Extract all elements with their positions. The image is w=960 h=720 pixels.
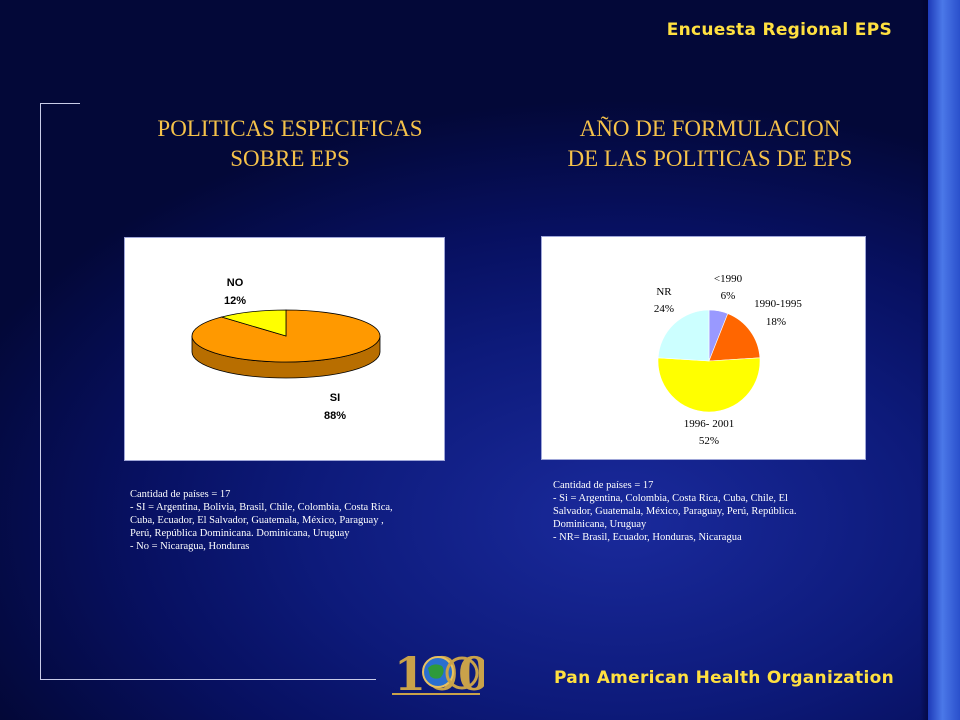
left-note-line: Perú, República Dominicana. Dominicana, … bbox=[130, 528, 350, 539]
left-title-line-2: SOBRE EPS bbox=[230, 146, 350, 171]
pie-label-pre-1990: <1990 bbox=[714, 273, 743, 285]
right-title-line-2: DE LAS POLITICAS DE EPS bbox=[567, 146, 853, 171]
frame-line-bottom bbox=[40, 679, 376, 680]
pie-slice-no bbox=[220, 309, 287, 337]
left-note-line: - SI = Argentina, Bolivia, Brasil, Chile… bbox=[130, 502, 393, 513]
left-pie-chart: NO 12% SI 88% bbox=[191, 277, 381, 422]
pie-value-si: 88% bbox=[324, 410, 346, 422]
pie-slice-nr bbox=[657, 309, 710, 362]
globe-land-icon bbox=[428, 664, 444, 679]
right-note-line: - Si = Argentina, Colombia, Costa Rica, … bbox=[553, 493, 788, 504]
right-accent-bar bbox=[928, 0, 960, 720]
left-pie-chart-box: NO 12% SI 88% bbox=[124, 237, 445, 461]
pie-label-1990-1995: 1990-1995 bbox=[754, 298, 802, 310]
right-bar-shadow bbox=[920, 0, 928, 720]
logo-zero-ring bbox=[445, 656, 479, 690]
right-chart-title: AÑO DE FORMULACION DE LAS POLITICAS DE E… bbox=[520, 114, 900, 174]
pie-slice-1990-1995 bbox=[708, 313, 761, 362]
right-note-line: Dominicana, Uruguay bbox=[553, 519, 647, 530]
right-note-line: Salvador, Guatemala, México, Paraguay, P… bbox=[553, 506, 797, 517]
right-notes: Cantidad de países = 17 - Si = Argentina… bbox=[553, 479, 863, 544]
slide-header-title: Encuesta Regional EPS bbox=[666, 20, 892, 40]
pie-slice-1996-2001 bbox=[657, 357, 761, 413]
left-note-line: Cuba, Ecuador, El Salvador, Guatemala, M… bbox=[130, 515, 384, 526]
pie-label-no: NO bbox=[227, 277, 244, 289]
pie-value-pre-1990: 6% bbox=[721, 290, 736, 302]
paho-100-logo: 100 bbox=[392, 647, 484, 698]
left-notes: Cantidad de países = 17 - SI = Argentina… bbox=[130, 488, 450, 553]
left-note-line: - No = Nicaragua, Honduras bbox=[130, 541, 250, 552]
right-title-line-1: AÑO DE FORMULACION bbox=[579, 116, 841, 141]
pie-value-1996-2001: 52% bbox=[699, 435, 719, 447]
left-chart-title: POLITICAS ESPECIFICAS SOBRE EPS bbox=[110, 114, 470, 174]
frame-line-top bbox=[40, 103, 80, 104]
pie-label-si: SI bbox=[330, 392, 340, 404]
left-note-line: Cantidad de países = 17 bbox=[130, 489, 231, 500]
right-pie-chart-box: <1990 6% 1990-1995 18% 1996- 2001 52% NR… bbox=[541, 236, 866, 460]
left-title-line-1: POLITICAS ESPECIFICAS bbox=[157, 116, 423, 141]
pie-label-nr: NR bbox=[656, 286, 672, 298]
right-note-line: Cantidad de países = 17 bbox=[553, 480, 654, 491]
footer-organization: Pan American Health Organization bbox=[554, 668, 894, 688]
pie-value-nr: 24% bbox=[654, 303, 674, 315]
frame-line-left bbox=[40, 103, 41, 680]
right-note-line: - NR= Brasil, Ecuador, Honduras, Nicarag… bbox=[553, 532, 742, 543]
right-pie-chart: <1990 6% 1990-1995 18% 1996- 2001 52% NR… bbox=[654, 273, 802, 447]
pie-label-1996-2001: 1996- 2001 bbox=[684, 418, 734, 430]
pie-value-no: 12% bbox=[224, 295, 246, 307]
pie-value-1990-1995: 18% bbox=[766, 316, 786, 328]
